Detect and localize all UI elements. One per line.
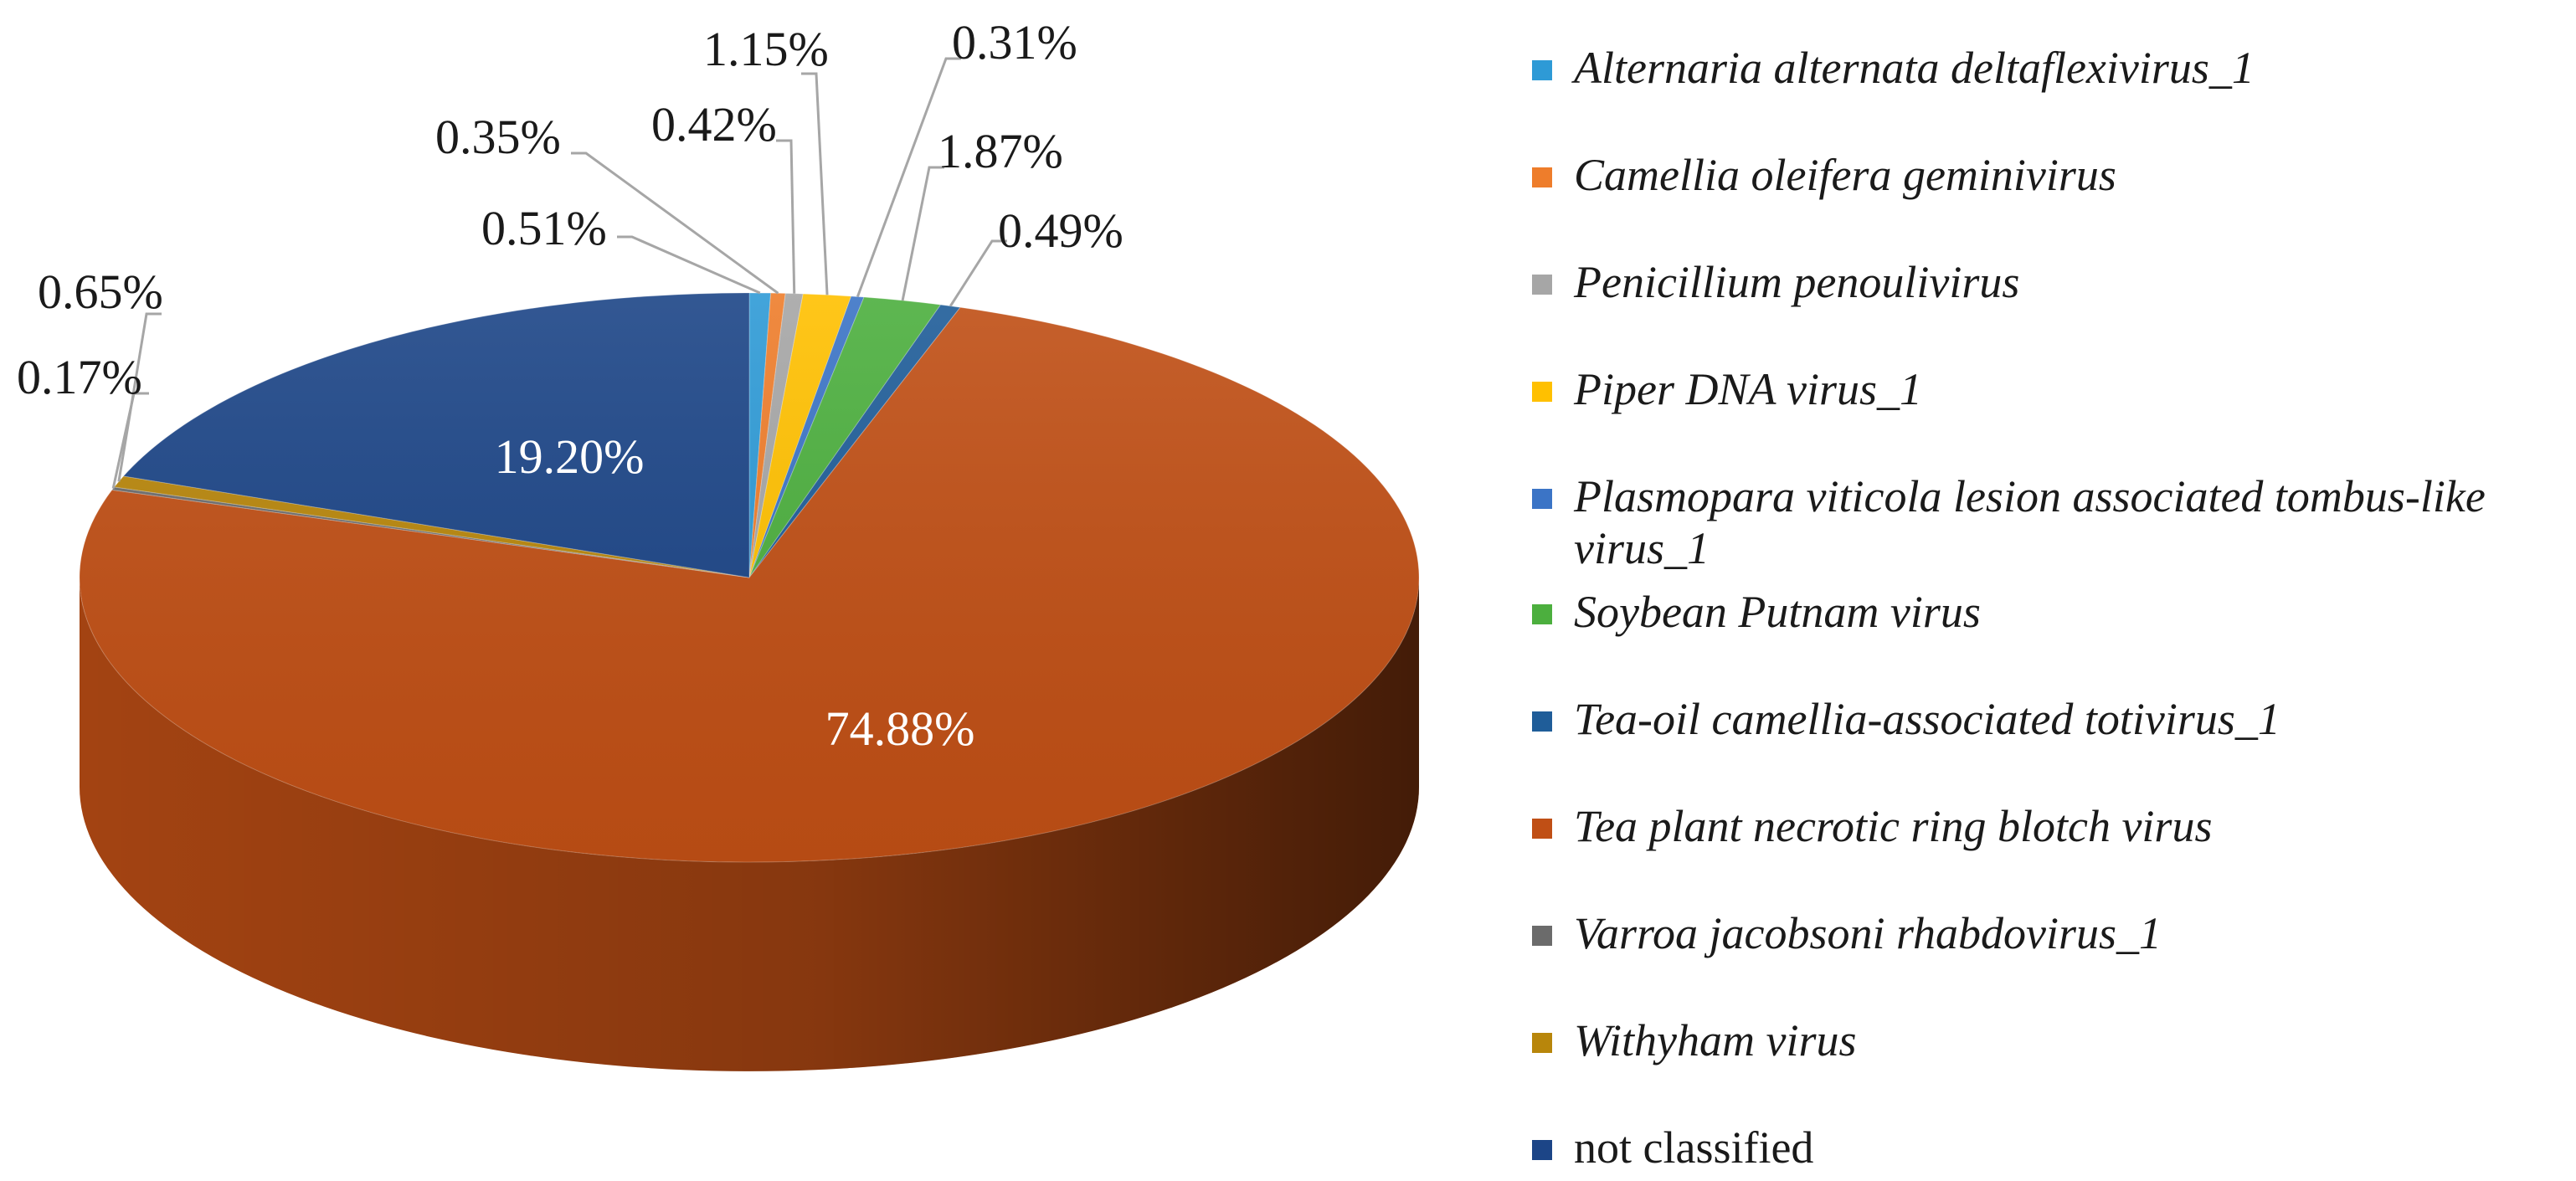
data-label-penicillium-penoulivirus: 0.42% [651, 97, 777, 151]
pie-top-shine [80, 293, 1419, 862]
legend-label: Alternaria alternata deltaflexivirus_1 [1574, 43, 2255, 93]
legend-item-withyham-virus: Withyham virus [1532, 1014, 2570, 1122]
legend-swatch [1532, 1140, 1552, 1160]
legend-item-tea-plant-necrotic-ring-blotch-virus: Tea plant necrotic ring blotch virus [1532, 800, 2570, 907]
data-label-soybean-putnam-virus: 1.87% [938, 124, 1063, 178]
legend-label: Tea plant necrotic ring blotch virus [1574, 801, 2213, 851]
leader-soybean-putnam-virus [901, 166, 944, 301]
data-label-camellia-oleifera-geminivirus: 0.35% [435, 110, 561, 164]
legend-swatch [1532, 167, 1552, 187]
leader-penicillium-penoulivirus [776, 139, 796, 294]
legend-item-soybean-putnam-virus: Soybean Putnam virus [1532, 586, 2570, 693]
legend-swatch [1532, 275, 1552, 295]
legend-label: Soybean Putnam virus [1574, 587, 1981, 637]
legend-swatch [1532, 489, 1552, 509]
legend-item-plasmopara-viticola-lesion-associated-tombus-like-virus-1: Plasmopara viticola lesion associated to… [1532, 470, 2570, 586]
legend-item-alternaria-alternata-deltaflexivirus-1: Alternaria alternata deltaflexivirus_1 [1532, 42, 2570, 149]
legend-swatch [1532, 819, 1552, 839]
leader-piper-dna-virus-1 [801, 72, 829, 295]
legend-label: Withyham virus [1574, 1015, 1857, 1065]
legend-item-penicillium-penoulivirus: Penicillium penoulivirus [1532, 256, 2570, 363]
leader-plasmopara-viticola-lesion-associated-tombus-like-virus-1 [856, 57, 961, 297]
pie-top-slices [79, 292, 1420, 863]
legend-label: Penicillium penoulivirus [1574, 257, 2020, 307]
data-label-withyham-virus: 0.65% [38, 264, 163, 319]
data-label-varroa-jacobsoni-rhabdovirus-1: 0.17% [17, 350, 142, 404]
legend-label: Varroa jacobsoni rhabdovirus_1 [1574, 908, 2162, 958]
legend-label: Plasmopara viticola lesion associated to… [1574, 471, 2486, 573]
legend-label: not classified [1574, 1122, 1814, 1173]
pie-leader-lines [111, 57, 1007, 489]
legend: Alternaria alternata deltaflexivirus_1 Ca… [1532, 42, 2570, 1181]
data-label-alternaria-alternata-deltaflexivirus-1: 0.51% [481, 201, 607, 255]
leader-camellia-oleifera-geminivirus [571, 151, 779, 295]
legend-item-piper-dna-virus-1: Piper DNA virus_1 [1532, 363, 2570, 470]
legend-item-not-classified: not classified [1532, 1122, 2570, 1181]
legend-item-varroa-jacobsoni-rhabdovirus-1: Varroa jacobsoni rhabdovirus_1 [1532, 907, 2570, 1014]
leader-tea-oil-camellia-associated-totivirus-1 [949, 239, 1007, 307]
legend-swatch [1532, 1033, 1552, 1053]
leader-withyham-virus [117, 312, 162, 482]
data-label-tea-oil-camellia-associated-totivirus-1: 0.49% [998, 203, 1123, 258]
legend-label: Piper DNA virus_1 [1574, 364, 1922, 414]
pie-side-walls [80, 578, 1419, 1071]
legend-item-camellia-oleifera-geminivirus: Camellia oleifera geminivirus [1532, 149, 2570, 256]
legend-swatch [1532, 926, 1552, 946]
data-label-piper-dna-virus-1: 1.15% [703, 22, 829, 76]
legend-item-tea-oil-camellia-associated-totivirus-1: Tea-oil camellia-associated totivirus_1 [1532, 693, 2570, 800]
legend-swatch [1532, 382, 1552, 402]
data-label-plasmopara-viticola-lesion-associated-tombus-like-virus-1: 0.31% [952, 15, 1077, 69]
leader-alternaria-alternata-deltaflexivirus-1 [617, 235, 761, 295]
pie-percent-labels: 0.51% 0.35% 0.42% 1.15% 0.31% 1.87% 0.49% 74.88… [17, 15, 1123, 756]
legend-swatch [1532, 604, 1552, 624]
data-label-tea-plant-necrotic-ring-blotch-virus: 74.88% [825, 701, 975, 756]
side-shade-tea-plant-necrotic-ring-blotch-virus [80, 578, 1419, 1071]
legend-label: Camellia oleifera geminivirus [1574, 150, 2116, 200]
legend-swatch [1532, 60, 1552, 80]
legend-label: Tea-oil camellia-associated totivirus_1 [1574, 694, 2280, 744]
data-label-not-classified: 19.20% [495, 429, 645, 484]
legend-swatch [1532, 711, 1552, 732]
